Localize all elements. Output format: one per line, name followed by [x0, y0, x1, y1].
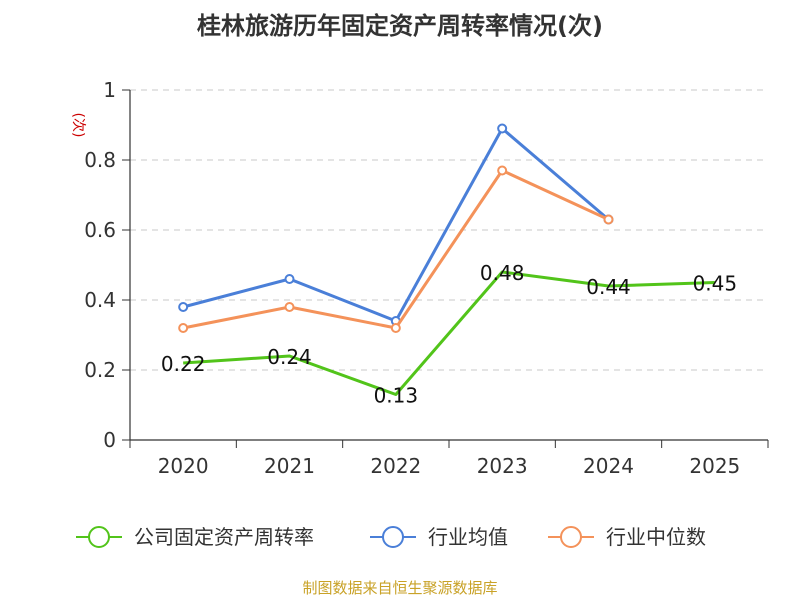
y-tick-labels: 0 0.2 0.4 0.6 0.8 1	[84, 78, 116, 452]
data-label-2024: 0.44	[586, 275, 631, 299]
chart-title: 桂林旅游历年固定资产周转率情况(次)	[197, 12, 603, 40]
x-tick-label-2021: 2021	[264, 454, 315, 478]
y-tick-label-3: 0.6	[84, 218, 116, 242]
legend-marker-1	[382, 526, 404, 548]
legend-label-2: 行业中位数	[606, 525, 706, 549]
series-2-point-2023	[497, 165, 508, 176]
y-tick-label-2: 0.4	[84, 288, 116, 312]
legend-item-1: 行业均值	[370, 525, 508, 549]
x-tick-label-2023: 2023	[477, 454, 528, 478]
data-label-2022: 0.13	[374, 384, 419, 408]
data-label-2020: 0.22	[161, 352, 206, 376]
series-2-point-2024	[603, 214, 614, 225]
source-note: 制图数据来自恒生聚源数据库	[302, 579, 497, 597]
series-2-point-2020	[178, 323, 189, 333]
series-2-point-2021	[284, 302, 295, 312]
x-tick-label-2022: 2022	[370, 454, 421, 478]
data-label-2023: 0.48	[480, 261, 525, 285]
legend-marker-2	[560, 526, 582, 548]
series-2-point-2022	[390, 323, 401, 333]
axes	[122, 89, 769, 448]
series-1-point-2020	[178, 302, 189, 312]
y-tick-label-4: 0.8	[84, 148, 116, 172]
x-tick-label-2025: 2025	[689, 454, 740, 478]
y-axis-label: (次)	[70, 113, 86, 138]
legend-label-1: 行业均值	[428, 525, 508, 549]
x-tick-labels: 2020 2021 2022 2023 2024 2025	[158, 454, 741, 478]
x-tick-label-2024: 2024	[583, 454, 634, 478]
y-tick-label-1: 0.2	[84, 358, 116, 382]
series-line-1	[182, 127, 610, 323]
legend-item-0: 公司固定资产周转率	[76, 525, 314, 549]
x-tick-label-2020: 2020	[158, 454, 209, 478]
y-tick-label-0: 0	[103, 428, 116, 452]
legend-marker-0	[88, 526, 110, 548]
y-tick-label-5: 1	[103, 78, 116, 102]
legend: 公司固定资产周转率 行业均值 行业中位数	[76, 525, 706, 549]
series-line-2	[182, 169, 610, 330]
series-1-point-2023	[497, 123, 508, 134]
data-labels: 0.22 0.24 0.13 0.48 0.44 0.45	[161, 261, 737, 408]
series-1-point-2021	[284, 274, 295, 284]
data-label-2025: 0.45	[693, 272, 738, 296]
legend-label-0: 公司固定资产周转率	[134, 525, 314, 549]
series-line-0	[183, 270, 715, 396]
legend-item-2: 行业中位数	[548, 525, 706, 549]
data-label-2021: 0.24	[267, 345, 312, 369]
series-group	[178, 123, 715, 396]
grid-lines	[130, 89, 768, 371]
